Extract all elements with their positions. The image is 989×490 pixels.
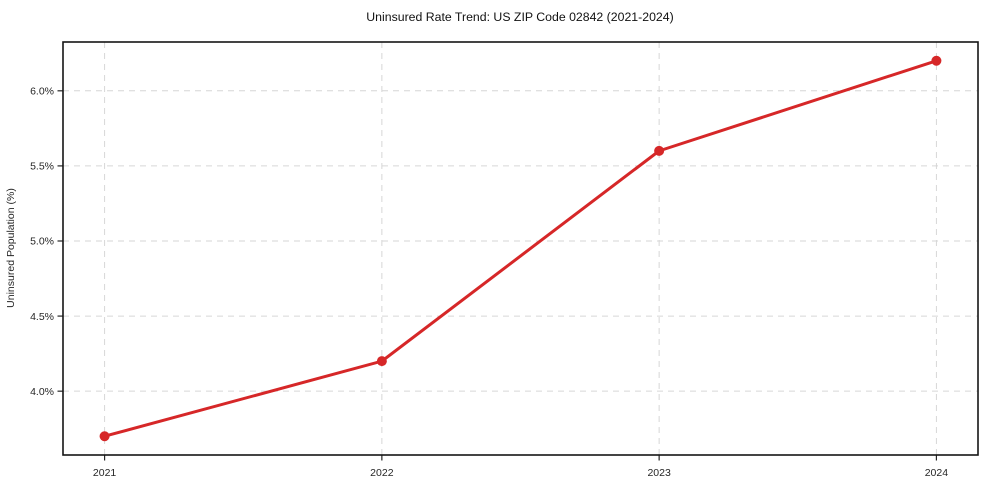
- y-tick-label: 4.0%: [30, 386, 54, 398]
- data-point-2023: [654, 145, 665, 156]
- data-point-2021: [99, 431, 110, 442]
- y-tick-label: 6.0%: [30, 86, 54, 98]
- y-tick-label: 5.5%: [30, 161, 54, 173]
- x-tick-label: 2023: [647, 467, 671, 479]
- data-point-2024: [931, 55, 942, 66]
- y-tick-label: 4.5%: [30, 311, 54, 323]
- axes-layer: 4.0% 4.5% 5.0% 5.5% 6.0% 2021 2022 2023 2024: [30, 41, 979, 479]
- gridlines-layer: [63, 42, 978, 455]
- chart-title: Uninsured Rate Trend: US ZIP Code 02842 …: [366, 10, 673, 24]
- y-tick-label: 5.0%: [30, 236, 54, 248]
- y-axis-label: Uninsured Population (%): [5, 188, 17, 308]
- trend-line: [103, 59, 938, 438]
- x-tick-label: 2024: [925, 467, 949, 479]
- x-tick-label: 2021: [93, 467, 117, 479]
- data-point-2022: [376, 356, 387, 367]
- x-tick-label: 2022: [370, 467, 394, 479]
- series-layer: [99, 55, 942, 442]
- plot-border: [62, 41, 979, 456]
